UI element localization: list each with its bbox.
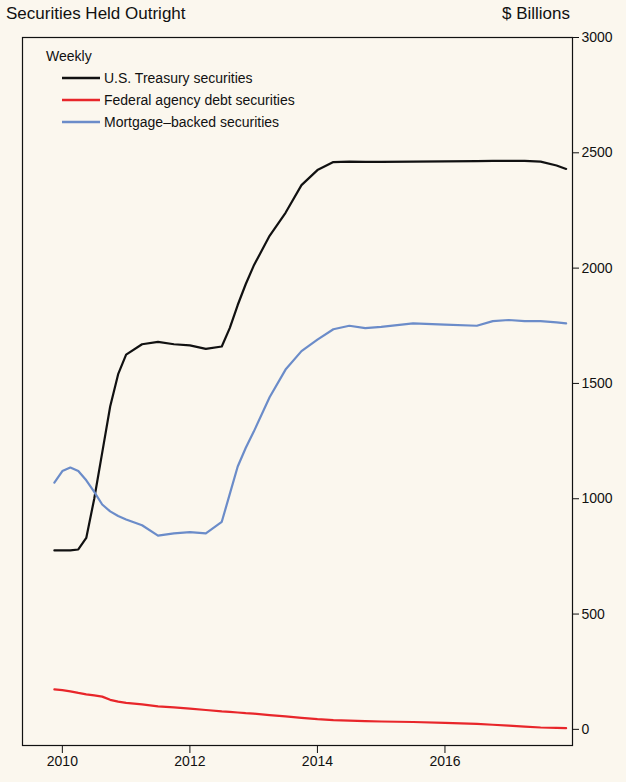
- html-text:$ Billions: $ Billions: [502, 4, 570, 23]
- svg-text:2016: 2016: [429, 753, 460, 769]
- html-text:Mortgage–backed securities: Mortgage–backed securities: [104, 114, 280, 130]
- svg-text:2500: 2500: [582, 144, 613, 160]
- html-text:Weekly: Weekly: [46, 48, 92, 64]
- svg-text:1000: 1000: [582, 490, 613, 506]
- svg-text:3000: 3000: [582, 29, 613, 45]
- svg-text:1500: 1500: [582, 375, 613, 391]
- svg-text:2014: 2014: [302, 753, 333, 769]
- html-text:Securities Held Outright: Securities Held Outright: [6, 4, 186, 23]
- svg-text:2012: 2012: [174, 753, 205, 769]
- svg-text:0: 0: [582, 721, 590, 737]
- html-text:U.S. Treasury securities: U.S. Treasury securities: [104, 70, 253, 86]
- svg-text:2000: 2000: [582, 260, 613, 276]
- svg-text:500: 500: [582, 606, 606, 622]
- html-text:Federal agency debt securities: Federal agency debt securities: [104, 92, 295, 108]
- svg-text:2010: 2010: [47, 753, 78, 769]
